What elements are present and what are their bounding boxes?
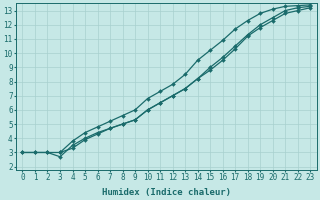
X-axis label: Humidex (Indice chaleur): Humidex (Indice chaleur) [102, 188, 231, 197]
